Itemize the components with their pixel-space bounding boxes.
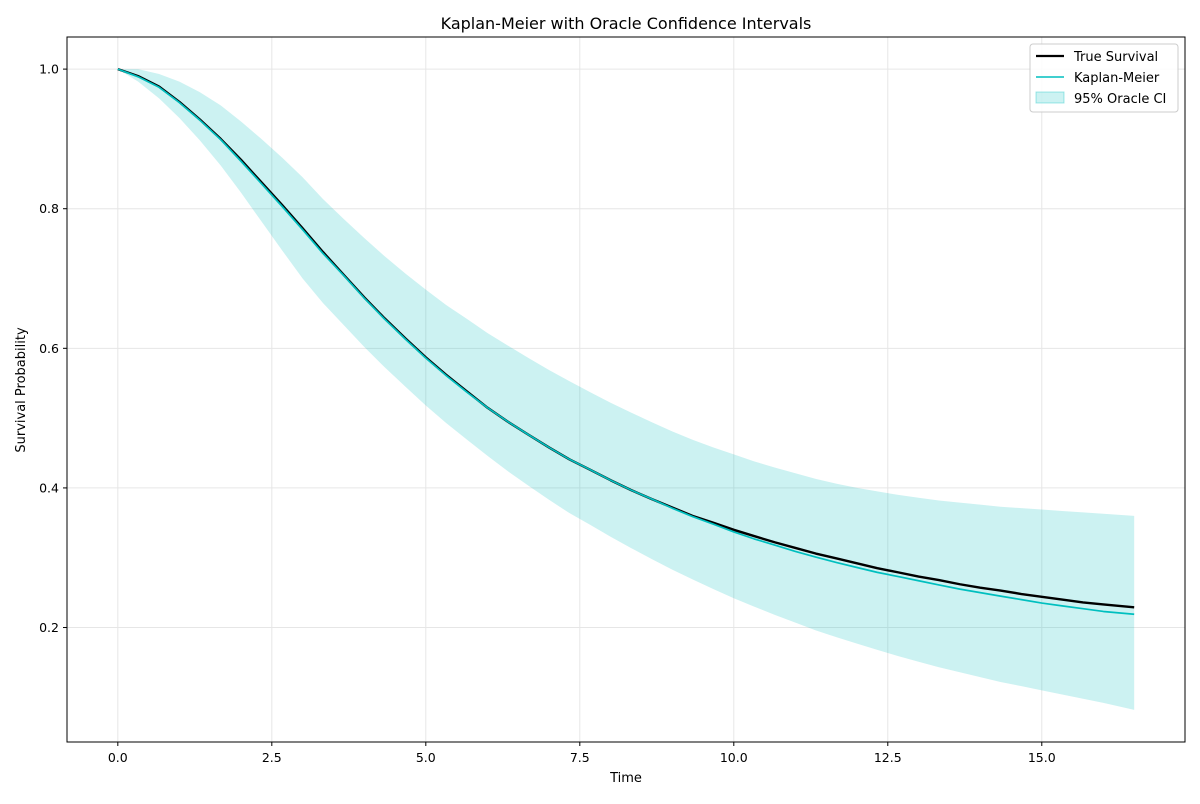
x-tick-label: 12.5	[874, 750, 902, 765]
y-tick-label: 0.2	[39, 620, 59, 635]
legend-label-true-survival: True Survival	[1073, 50, 1158, 65]
y-tick-label: 0.8	[39, 201, 59, 216]
y-tick-label: 0.6	[39, 341, 59, 356]
legend-box	[1029, 43, 1179, 113]
y-axis-label: Survival Probability	[14, 327, 29, 453]
x-tick-label: 5.0	[416, 750, 436, 765]
chart-title: Kaplan-Meier with Oracle Confidence Inte…	[441, 14, 812, 33]
kaplan-meier-line	[117, 68, 1135, 616]
y-axis-ticks: 0.2 0.4 0.6 0.8 1.0	[39, 62, 67, 635]
x-tick-label: 2.5	[262, 750, 282, 765]
series-lines	[117, 67, 1135, 616]
legend-swatch-ci	[1035, 91, 1065, 104]
x-axis-label: Time	[609, 771, 642, 786]
x-tick-label: 0.0	[108, 750, 128, 765]
y-tick-label: 0.4	[39, 480, 59, 495]
ci-band-area	[117, 69, 1135, 710]
legend-label-ci: 95% Oracle CI	[1074, 92, 1166, 107]
x-tick-label: 7.5	[570, 750, 590, 765]
ci-band-layer	[117, 69, 1135, 710]
x-tick-label: 15.0	[1028, 750, 1056, 765]
plot-frame	[66, 36, 1186, 743]
y-tick-label: 1.0	[39, 62, 59, 77]
x-tick-label: 10.0	[720, 750, 748, 765]
grid	[67, 37, 1185, 742]
x-axis-ticks: 0.0 2.5 5.0 7.5 10.0 12.5 15.0	[108, 742, 1056, 765]
legend-label-kaplan-meier: Kaplan-Meier	[1074, 71, 1160, 86]
legend: True Survival Kaplan-Meier 95% Oracle CI	[1029, 43, 1179, 113]
